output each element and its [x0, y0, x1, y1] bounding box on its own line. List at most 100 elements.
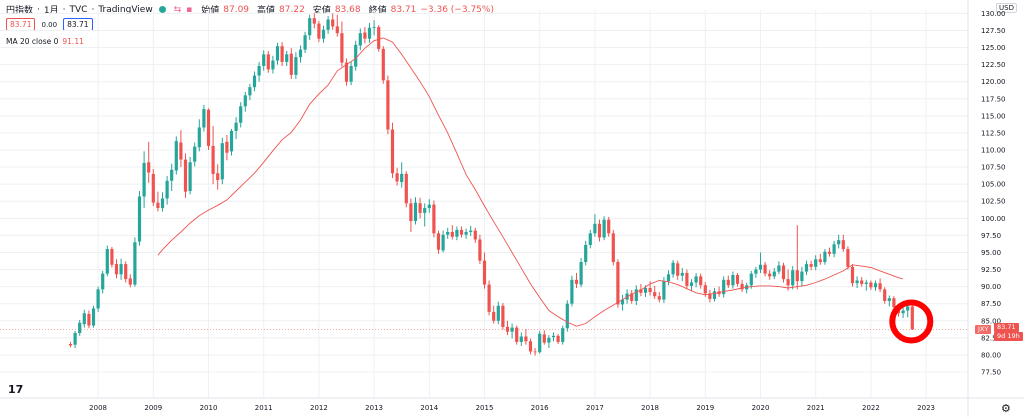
candle-body — [377, 27, 381, 49]
candle-body — [165, 180, 169, 199]
candle-body — [809, 264, 813, 267]
candle-body — [630, 293, 634, 301]
candle-body — [827, 251, 832, 254]
candle-body — [243, 95, 247, 107]
candle-body — [349, 65, 353, 82]
tradingview-logo: 17 — [8, 383, 24, 396]
candle-body — [133, 242, 137, 285]
candle-body — [602, 219, 606, 238]
candle-body — [188, 162, 192, 191]
candle-body — [294, 57, 298, 75]
candle-body — [726, 279, 730, 286]
candle-body — [892, 298, 896, 308]
candle-body — [795, 270, 799, 282]
x-tick-label: 2014 — [420, 404, 438, 412]
candle-body — [275, 46, 280, 61]
currency-button[interactable]: USD — [996, 3, 1017, 13]
candle-body — [298, 49, 303, 58]
candle-body — [680, 272, 684, 276]
candle-body — [901, 310, 905, 314]
candle-body — [731, 275, 735, 286]
low-label: 安値 — [312, 6, 331, 16]
candle-body — [703, 285, 707, 294]
close-value: 83.71 — [390, 4, 417, 15]
candle-body — [418, 203, 422, 213]
candle-body — [910, 306, 914, 330]
candle-body — [285, 54, 289, 62]
settings-gear-icon[interactable]: ⚙ — [1001, 402, 1011, 415]
candle-body — [170, 169, 174, 181]
candle-body — [252, 75, 257, 88]
candle-body — [791, 270, 795, 286]
y-tick-label: 125.00 — [981, 44, 1006, 52]
candle-body — [593, 223, 597, 234]
candle-body — [151, 173, 155, 203]
x-tick-label: 2016 — [531, 404, 549, 412]
candle-body — [413, 202, 418, 222]
indicator-legend[interactable]: MA 20 close 0 91.11 — [6, 37, 84, 46]
candle-body — [588, 233, 592, 245]
x-tick-label: 2010 — [200, 404, 218, 412]
candle-body — [694, 276, 698, 283]
last-price-badge: 83.71 — [994, 322, 1019, 332]
highlight-circle — [889, 299, 934, 344]
candle-body — [335, 26, 339, 34]
y-tick-label: 102.50 — [981, 198, 1006, 206]
candle-body — [114, 264, 119, 275]
candle-body — [492, 311, 496, 321]
symbol-name[interactable]: 円指数 — [6, 6, 34, 16]
y-tick-label: 127.50 — [981, 27, 1006, 35]
candle-body — [229, 130, 234, 152]
candle-body — [772, 271, 776, 277]
candle-body — [662, 281, 666, 300]
candle-body — [620, 299, 625, 305]
candle-body — [321, 29, 326, 39]
y-tick-label: 92.50 — [981, 266, 1001, 274]
x-tick-label: 2020 — [752, 404, 770, 412]
candle-body — [358, 33, 362, 46]
candle-body — [496, 305, 500, 321]
x-tick-label: 2008 — [89, 404, 107, 412]
open-value: 87.09 — [223, 4, 250, 15]
candle-body — [257, 65, 261, 76]
candle-body — [124, 264, 128, 280]
y-tick-label: 87.50 — [981, 300, 1001, 308]
compare-tools-icon[interactable]: ⇆ ▪ — [173, 4, 194, 15]
candle-body — [685, 272, 689, 286]
candle-body — [464, 231, 468, 235]
indicator-label: MA 20 close 0 — [6, 37, 59, 46]
candle-body — [538, 333, 542, 353]
candle-body — [818, 259, 822, 263]
candle-body — [156, 202, 160, 209]
low-value: 83.68 — [334, 4, 361, 15]
candle-body — [740, 283, 744, 290]
interval-label[interactable]: 1月 — [43, 6, 59, 16]
candle-body — [128, 278, 132, 285]
candle-body — [574, 279, 579, 284]
candle-body — [446, 231, 450, 235]
candle-body — [735, 275, 740, 284]
candle-body — [367, 27, 372, 39]
y-tick-label: 122.50 — [981, 61, 1006, 69]
separator: · — [91, 4, 95, 15]
y-tick-label: 120.00 — [981, 78, 1006, 86]
countdown-badge: 9d 19h — [994, 331, 1023, 341]
candle-body — [786, 279, 790, 286]
candle-body — [317, 23, 321, 39]
candle-body — [653, 292, 657, 297]
candle-body — [666, 274, 671, 282]
candle-body — [87, 313, 91, 326]
candle-body — [473, 230, 477, 240]
candle-body — [450, 231, 454, 237]
y-tick-label: 117.50 — [981, 95, 1006, 103]
high-value: 87.22 — [279, 4, 305, 15]
candle-body — [800, 271, 804, 282]
x-tick-label: 2009 — [144, 404, 162, 412]
candle-body — [579, 262, 583, 285]
candle-body — [216, 173, 220, 181]
x-tick-label: 2023 — [917, 404, 935, 412]
candle-body — [768, 273, 772, 277]
candle-body — [289, 53, 293, 75]
candle-body — [101, 273, 105, 290]
